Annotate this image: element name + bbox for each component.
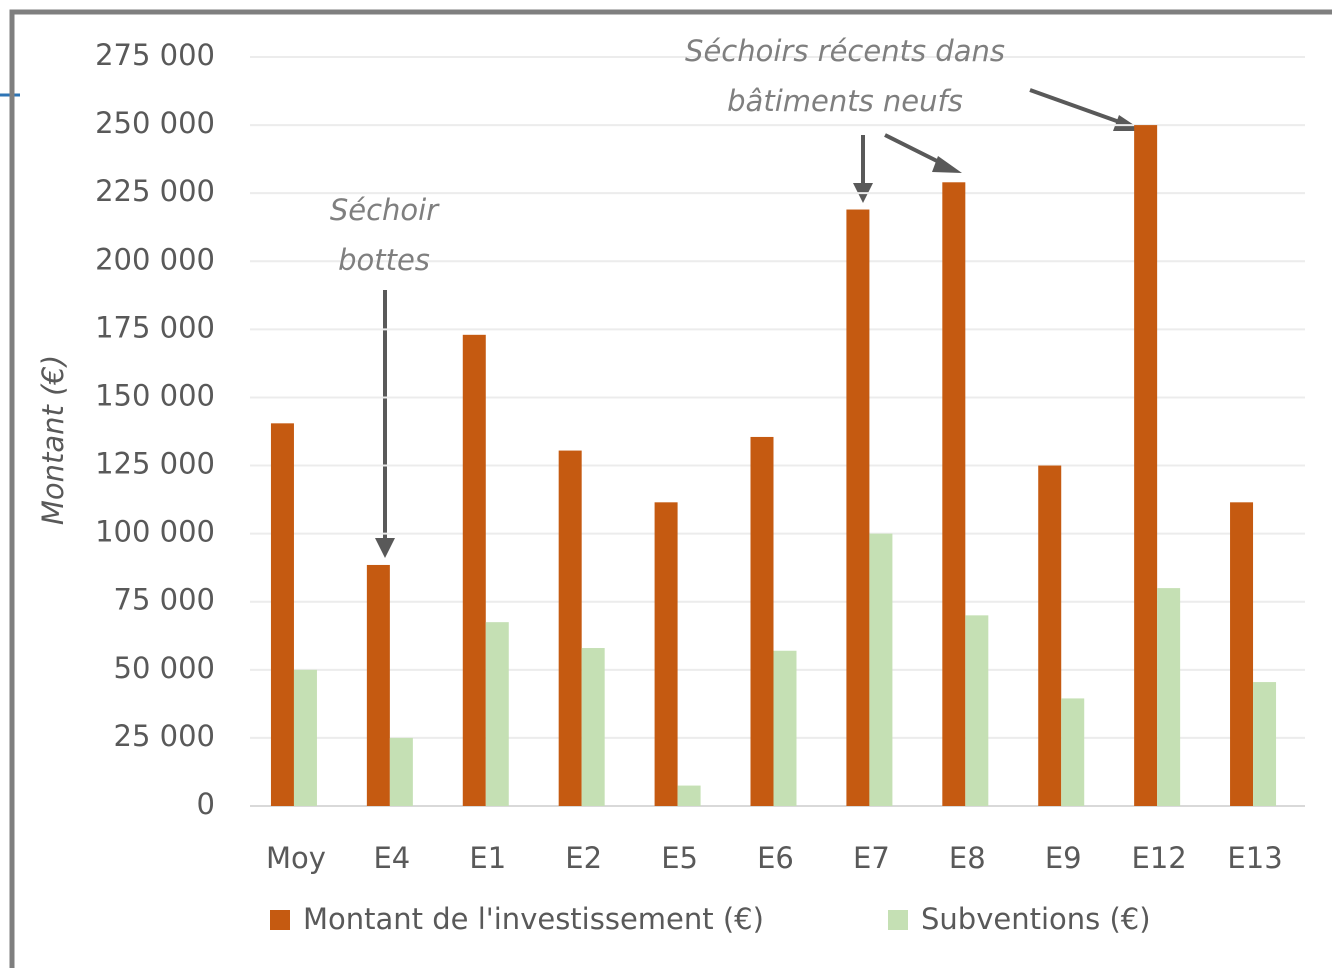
y-tick-label: 250 000 — [95, 106, 215, 140]
x-tick-label: E7 — [853, 841, 890, 875]
y-tick-label: 75 000 — [114, 583, 215, 617]
bar — [773, 650, 797, 806]
bar — [1253, 682, 1277, 806]
arrow-head — [375, 538, 395, 558]
bar — [293, 669, 317, 806]
y-tick-label: 50 000 — [114, 651, 215, 685]
y-tick-label: 0 — [197, 787, 215, 821]
y-tick-label: 225 000 — [95, 174, 215, 208]
arrow-head — [932, 156, 962, 173]
x-tick-label: E9 — [1045, 841, 1082, 875]
bar — [1230, 502, 1254, 806]
x-tick-label: Moy — [266, 841, 326, 875]
x-tick-label: E6 — [757, 841, 794, 875]
bar — [942, 182, 966, 806]
y-tick-label: 175 000 — [95, 310, 215, 344]
x-tick-label: E4 — [373, 841, 410, 875]
legend-label: Subventions (€) — [921, 902, 1151, 936]
bar — [485, 622, 509, 806]
legend-label: Montant de l'investissement (€) — [303, 902, 764, 936]
y-tick-label: 100 000 — [95, 515, 215, 549]
y-tick-label: 150 000 — [95, 378, 215, 412]
x-tick-label: E12 — [1132, 841, 1187, 875]
legend-swatch — [270, 910, 290, 930]
bar — [677, 785, 701, 806]
annotation: bottes — [338, 243, 430, 277]
x-tick-label: E13 — [1227, 841, 1282, 875]
arrow — [1029, 88, 1126, 126]
bar — [965, 615, 989, 806]
annotation: Séchoir — [330, 193, 440, 227]
y-tick-label: 125 000 — [95, 447, 215, 481]
bar — [389, 737, 413, 806]
legend-swatch — [888, 910, 908, 930]
bar — [869, 533, 893, 806]
bar — [270, 423, 294, 806]
bar — [366, 564, 390, 806]
bar — [1134, 125, 1158, 806]
x-tick-label: E5 — [661, 841, 698, 875]
x-tick-label: E1 — [469, 841, 506, 875]
y-tick-label: 200 000 — [95, 242, 215, 276]
annotation: Séchoirs récents dans — [685, 34, 1005, 68]
x-tick-label: E2 — [565, 841, 602, 875]
bar — [581, 648, 605, 806]
x-tick-label: E8 — [949, 841, 986, 875]
bar — [1157, 588, 1181, 806]
bar — [462, 334, 486, 806]
bar — [558, 450, 582, 806]
arrow — [884, 133, 946, 167]
y-tick-label: 275 000 — [95, 38, 215, 72]
frame — [9, 9, 1332, 968]
bar — [750, 436, 774, 806]
y-axis-label: Montant (€) — [36, 355, 70, 525]
bar — [1038, 465, 1062, 806]
bar — [1061, 698, 1085, 806]
y-tick-label: 25 000 — [114, 719, 215, 753]
annotation: bâtiments neufs — [727, 84, 963, 118]
bar — [654, 502, 678, 806]
bar — [846, 209, 870, 807]
